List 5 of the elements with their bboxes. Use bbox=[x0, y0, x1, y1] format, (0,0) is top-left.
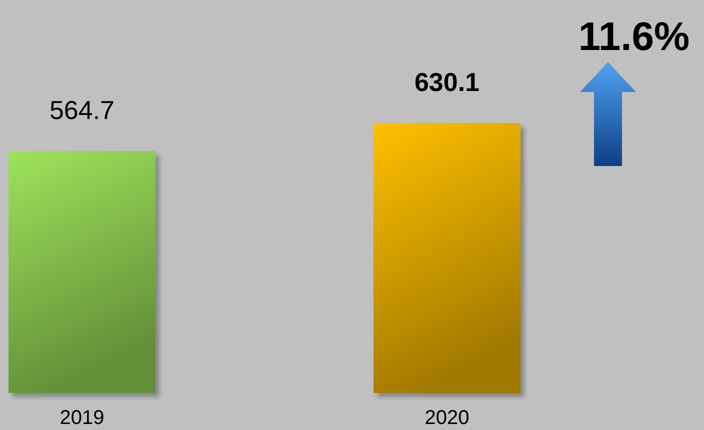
data-label: 564.7 bbox=[49, 95, 115, 126]
x-tick-label: 2020 bbox=[424, 407, 470, 429]
x-tick-label: 2019 bbox=[60, 407, 104, 429]
text: 11.6% bbox=[578, 15, 690, 59]
data-label: 630.1 bbox=[414, 67, 480, 97]
